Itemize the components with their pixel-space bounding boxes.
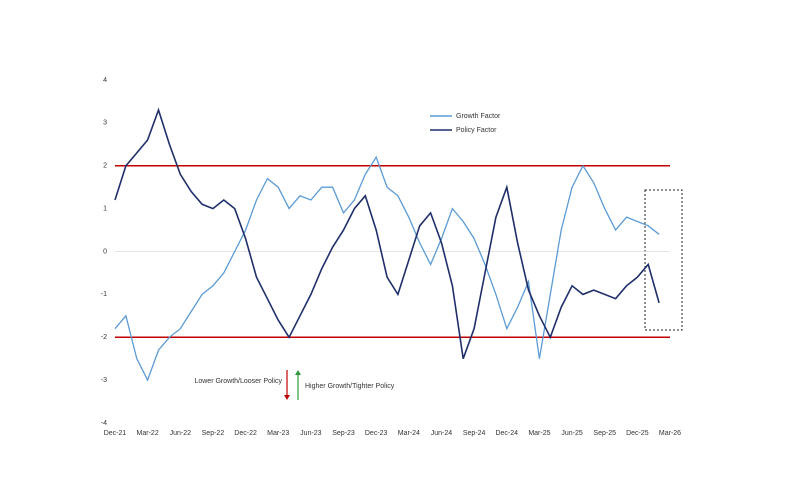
up-arrow-head <box>295 370 301 375</box>
x-tick-label: Mar-25 <box>528 430 550 437</box>
x-tick-label: Sep-22 <box>202 430 225 437</box>
legend-label: Policy Factor <box>456 127 497 134</box>
x-tick-label: Sep-24 <box>463 430 486 437</box>
x-tick-label: Jun-25 <box>561 430 583 437</box>
y-tick-label: -1 <box>101 291 107 298</box>
x-tick-label: Jun-23 <box>300 430 322 437</box>
y-tick-label: 0 <box>103 248 107 255</box>
x-tick-label: Jun-24 <box>431 430 453 437</box>
y-tick-label: 2 <box>103 163 107 170</box>
y-tick-label: -2 <box>101 334 107 341</box>
x-tick-label: Mar-23 <box>267 430 289 437</box>
y-tick-label: -3 <box>101 377 107 384</box>
x-tick-label: Mar-22 <box>137 430 159 437</box>
x-tick-label: Dec-25 <box>626 430 649 437</box>
highlight-box <box>644 189 683 331</box>
down-arrow-head <box>284 395 290 400</box>
legend-label: Growth Factor <box>456 113 501 120</box>
annotation: Higher Growth/Tighter Policy <box>305 383 395 390</box>
line-series <box>114 155 660 382</box>
y-tick-label: -4 <box>101 420 107 427</box>
x-tick-label: Dec-24 <box>495 430 518 437</box>
x-tick-label: Mar-24 <box>398 430 420 437</box>
y-tick-label: 3 <box>103 120 107 127</box>
x-tick-label: Sep-25 <box>593 430 616 437</box>
x-tick-label: Jun-22 <box>170 430 192 437</box>
annotation: Lower Growth/Looser Policy <box>194 378 282 385</box>
line-series <box>114 107 660 359</box>
x-tick-label: Dec-21 <box>104 430 127 437</box>
y-tick-label: 4 <box>103 77 107 84</box>
x-tick-label: Sep-23 <box>332 430 355 437</box>
y-tick-label: 1 <box>103 205 107 212</box>
x-tick-label: Dec-23 <box>365 430 388 437</box>
x-tick-label: Dec-22 <box>234 430 257 437</box>
x-tick-label: Mar-26 <box>659 430 681 437</box>
